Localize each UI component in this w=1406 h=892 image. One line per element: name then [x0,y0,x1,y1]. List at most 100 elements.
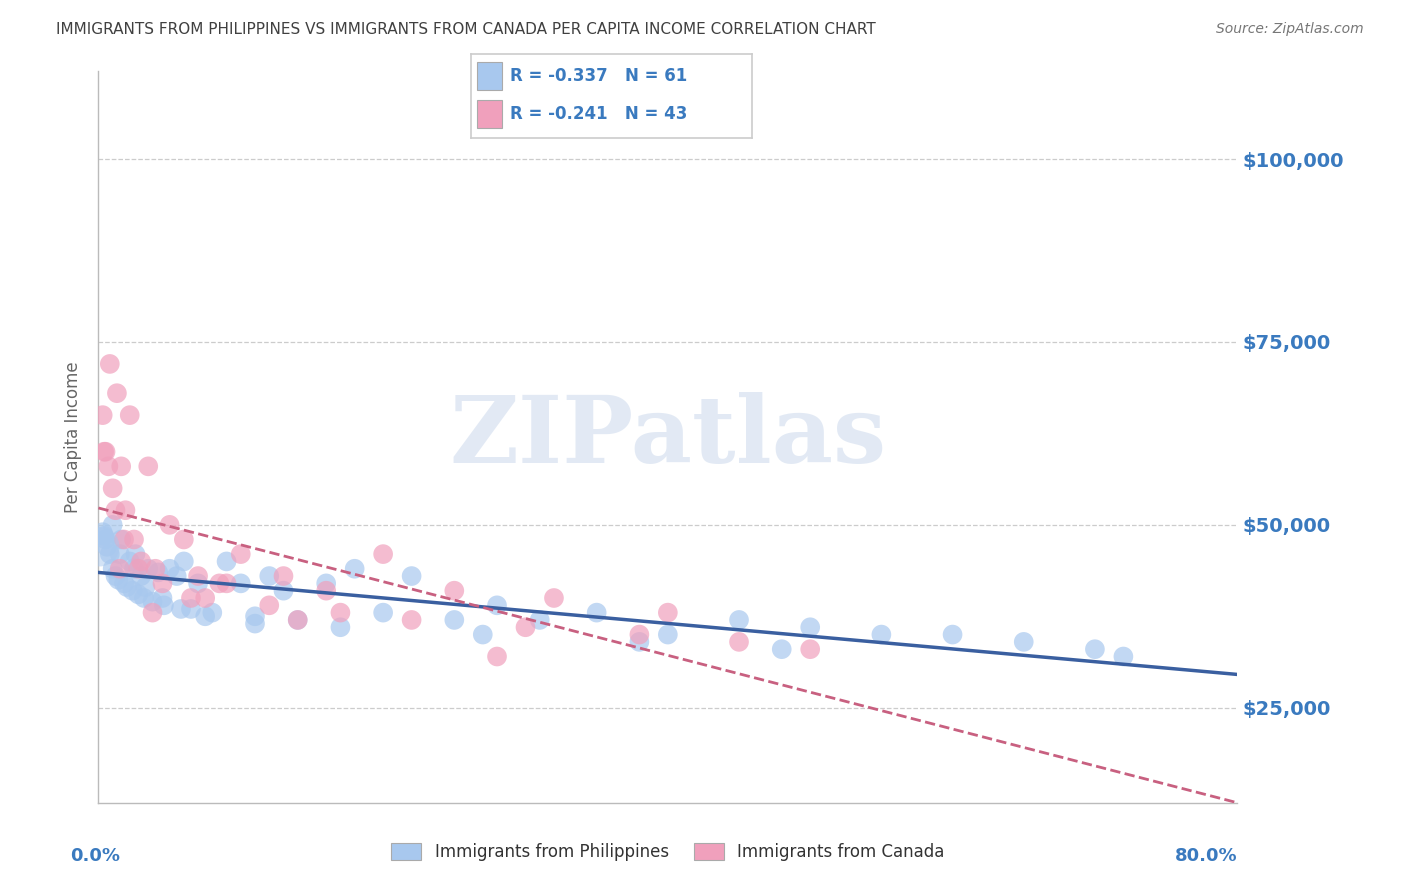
Point [118,554,141,568]
Point [89,540,111,554]
Point [194,591,217,605]
Text: Source: ZipAtlas.com: Source: ZipAtlas.com [1216,22,1364,37]
Point [329,606,352,620]
Point [98,547,121,561]
Legend: Immigrants from Philippines, Immigrants from Canada: Immigrants from Philippines, Immigrants … [385,836,950,868]
Text: 0.0%: 0.0% [70,847,120,864]
Point [166,569,188,583]
Point [127,587,149,601]
Text: R = -0.337   N = 61: R = -0.337 N = 61 [510,67,688,85]
Point [770,642,793,657]
Point [942,627,965,641]
Point [136,459,159,474]
Point [112,533,135,547]
Point [187,576,209,591]
Point [107,573,129,587]
Point [94,444,117,458]
Point [371,547,394,561]
Point [799,620,821,634]
Point [180,602,202,616]
Point [243,616,266,631]
Point [401,613,423,627]
Point [134,580,156,594]
Point [104,503,127,517]
Point [170,602,193,616]
Point [215,554,238,568]
Point [243,609,266,624]
Point [329,620,352,634]
Point [585,606,607,620]
Point [110,533,132,547]
Point [173,554,195,568]
Point [98,357,121,371]
Point [121,583,143,598]
Point [173,533,195,547]
Point [529,613,551,627]
Point [124,547,146,561]
Point [122,562,145,576]
Point [657,606,679,620]
Point [148,566,170,580]
Point [870,627,893,641]
Point [118,408,141,422]
Point [159,517,181,532]
Point [628,635,651,649]
Point [1012,635,1035,649]
Point [141,606,163,620]
Point [97,459,120,474]
Point [94,533,117,547]
Point [315,583,337,598]
Point [110,459,132,474]
Point [145,562,167,576]
Point [1112,649,1135,664]
Point [728,635,751,649]
Point [122,533,145,547]
Point [471,627,494,641]
Point [132,591,155,605]
Text: 80.0%: 80.0% [1174,847,1237,864]
Point [91,525,114,540]
Point [105,386,128,401]
Point [1084,642,1107,657]
Text: ZIPatlas: ZIPatlas [450,392,886,482]
Point [229,576,252,591]
Point [141,594,163,608]
Point [187,569,209,583]
Point [273,569,295,583]
Point [101,517,124,532]
Point [115,580,138,594]
FancyBboxPatch shape [477,100,502,128]
Point [108,562,131,576]
Point [515,620,537,634]
Point [486,599,509,613]
Point [93,444,115,458]
Point [628,627,651,641]
Point [728,613,751,627]
Point [315,576,337,591]
Point [799,642,821,657]
Point [287,613,309,627]
Y-axis label: Per Capita Income: Per Capita Income [65,361,83,513]
Point [159,562,181,576]
Point [343,562,366,576]
Point [543,591,565,605]
Point [101,562,124,576]
Point [287,613,309,627]
Point [443,613,465,627]
Point [112,576,135,591]
FancyBboxPatch shape [477,62,502,89]
Point [152,576,174,591]
Point [91,408,114,422]
Point [93,529,115,543]
Point [401,569,423,583]
Point [153,599,176,613]
Point [152,591,174,605]
Point [114,503,136,517]
Point [104,569,127,583]
Point [180,591,202,605]
Point [129,569,152,583]
Point [273,583,295,598]
Point [259,569,281,583]
Point [443,583,465,598]
Point [259,599,281,613]
